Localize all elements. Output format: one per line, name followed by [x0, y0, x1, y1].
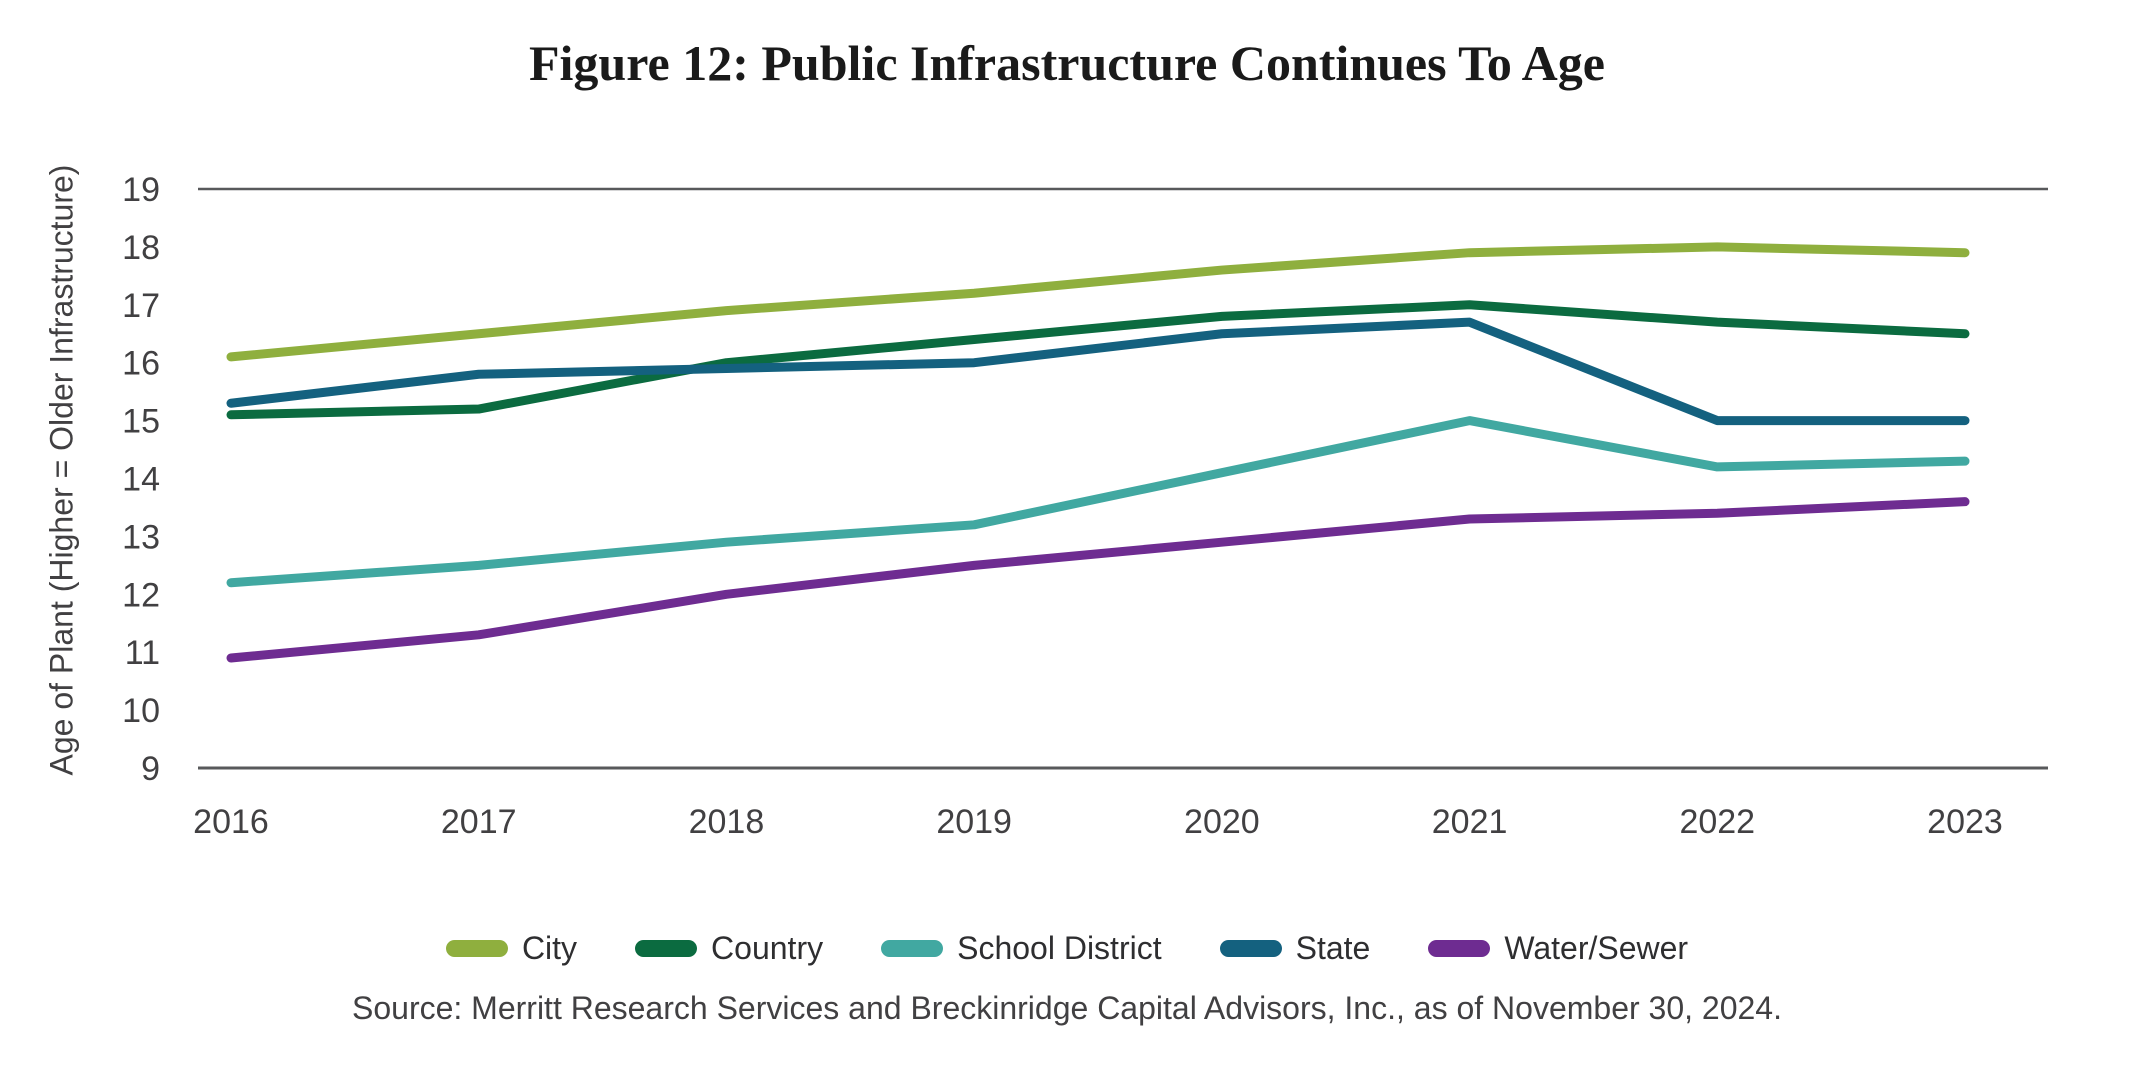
legend-label-city: City [521, 930, 578, 966]
series-line-water-sewer [226, 497, 1970, 663]
x-tick-label-2022: 2022 [1679, 803, 1755, 841]
legend-swatch-water-sewer [1428, 940, 1491, 957]
y-tick-label-19: 19 [122, 171, 160, 209]
x-tick-label-2021: 2021 [1432, 803, 1508, 841]
x-tick-label-2016: 2016 [193, 803, 269, 841]
y-tick-label-9: 9 [141, 750, 160, 788]
legend-item-water-sewer: Water/Sewer [1428, 930, 1688, 967]
chart-title: Figure 12: Public Infrastructure Continu… [529, 35, 1605, 91]
x-tick-label-2019: 2019 [936, 803, 1012, 841]
y-tick-label-10: 10 [122, 692, 160, 730]
series-line-state [226, 317, 1970, 426]
legend-label-state: State [1295, 930, 1371, 966]
source-note: Source: Merritt Research Services and Br… [352, 990, 1782, 1026]
legend-swatch-school-district [881, 940, 944, 957]
x-tick-label-2023: 2023 [1927, 803, 2003, 841]
x-tick-label-2020: 2020 [1184, 803, 1260, 841]
series-line-school-district [226, 416, 1970, 588]
chart-legend: City Country School District State Water/Sew… [0, 930, 2134, 967]
y-tick-label-13: 13 [122, 518, 160, 556]
series-line-city [226, 242, 1970, 362]
legend-item-country: Country [635, 930, 823, 967]
y-tick-label-11: 11 [125, 634, 160, 672]
y-tick-label-15: 15 [122, 403, 160, 441]
legend-label-water-sewer: Water/Sewer [1504, 930, 1689, 966]
x-tick-label-2017: 2017 [441, 803, 517, 841]
y-tick-label-18: 18 [122, 229, 160, 267]
legend-label-country: Country [711, 930, 824, 966]
y-tick-label-12: 12 [122, 576, 160, 614]
x-tick-label-2018: 2018 [689, 803, 765, 841]
legend-label-school-district: School District [957, 930, 1162, 966]
y-tick-label-17: 17 [122, 287, 160, 325]
legend-item-state: State [1219, 930, 1371, 967]
legend-swatch-state [1219, 940, 1282, 957]
legend-item-school-district: School District [881, 930, 1162, 967]
legend-swatch-country [635, 940, 698, 957]
y-tick-label-14: 14 [122, 461, 160, 499]
legend-item-city: City [445, 930, 578, 967]
legend-swatch-city [445, 940, 508, 957]
y-tick-label-16: 16 [122, 345, 160, 383]
series-line-country [226, 300, 1970, 420]
